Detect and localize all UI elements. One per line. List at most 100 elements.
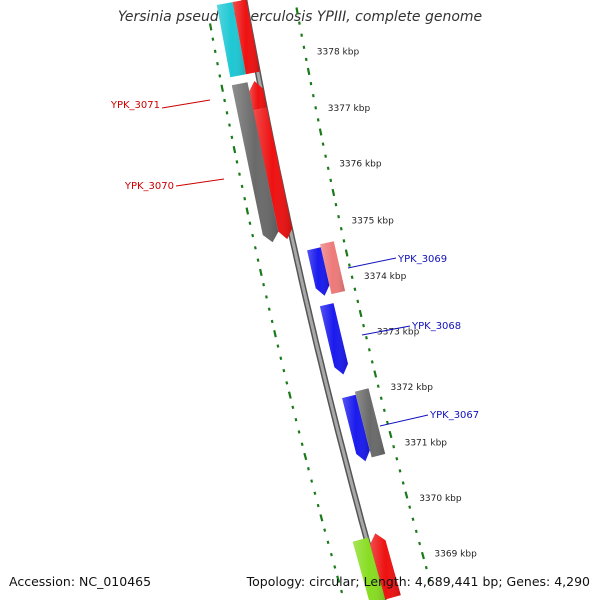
inner-ring-tick xyxy=(313,491,317,495)
inner-ring-tick xyxy=(297,430,301,434)
outer-ring-tick xyxy=(373,370,378,378)
gene-feature-shade xyxy=(342,394,370,462)
gene-feature-shade xyxy=(319,303,348,375)
gene-feature-shade xyxy=(320,241,346,295)
kbp-tick-label: 3370 kbp xyxy=(419,494,462,504)
inner-ring-tick xyxy=(211,37,215,41)
backbone-line xyxy=(241,0,387,600)
inner-ring-tick xyxy=(265,295,268,299)
inner-ring-tick xyxy=(316,503,320,508)
outer-ring-tick xyxy=(350,275,354,279)
inner-ring-tick xyxy=(230,135,234,140)
gene-label: YPK_3069 xyxy=(397,254,447,265)
outer-ring-tick xyxy=(420,551,425,560)
inner-ring-tick xyxy=(216,61,219,66)
gene-features xyxy=(216,0,401,600)
inner-ring-tick xyxy=(235,160,239,164)
outer-ring-tick xyxy=(379,396,383,400)
outer-ring-tick xyxy=(370,360,374,364)
outer-ring-tick xyxy=(424,565,428,570)
inner-ring-tick xyxy=(248,221,252,225)
kbp-tick-label: 3376 kbp xyxy=(339,160,382,170)
inner-ring-tick xyxy=(259,268,263,277)
inner-tick-ring xyxy=(208,23,344,594)
outer-ring-tick xyxy=(388,430,393,439)
inner-ring-tick xyxy=(333,565,337,569)
outer-ring-tick xyxy=(316,118,320,122)
inner-ring-tick xyxy=(273,330,277,338)
outer-ring-tick xyxy=(414,529,418,534)
inner-ring-tick xyxy=(245,207,250,215)
inner-ring-tick xyxy=(319,514,324,522)
inner-ring-tick xyxy=(243,196,247,201)
kbp-tick-label: 3375 kbp xyxy=(351,216,394,226)
inner-ring-tick xyxy=(267,307,271,311)
kbp-tick-label: 3373 kbp xyxy=(377,327,420,337)
outer-ring-tick xyxy=(376,384,380,388)
outer-ring-tick xyxy=(311,93,315,98)
outer-ring-tick xyxy=(334,202,338,207)
gene-label-leader xyxy=(361,325,411,336)
outer-ring-tick xyxy=(295,7,299,15)
outer-ring-tick xyxy=(367,348,371,352)
outer-ring-tick xyxy=(356,299,360,304)
inner-ring-tick xyxy=(228,123,231,127)
map-title: Yersinia pseudotuberculosis YPIII, compl… xyxy=(117,9,483,25)
outer-ring-tick xyxy=(398,469,402,473)
outer-ring-tick xyxy=(382,408,386,413)
gene-labels: YPK_3071 YPK_3070 YPK_3069 YPK_3068 YPK_3067 xyxy=(110,99,479,427)
inner-ring-tick xyxy=(285,381,289,385)
kbp-tick-label: 3371 kbp xyxy=(405,439,448,449)
backbone-highlight xyxy=(242,0,385,600)
outer-ring-tick xyxy=(318,128,323,136)
gene-feature-shade xyxy=(249,81,267,111)
kbp-tick-label: 3369 kbp xyxy=(434,550,477,560)
outer-ring-tick xyxy=(404,491,409,499)
inner-ring-tick xyxy=(303,452,308,461)
inner-ring-tick xyxy=(287,391,292,399)
gene-label: YPK_3068 xyxy=(411,321,461,332)
inner-ring-tick xyxy=(270,319,274,324)
inner-ring-tick xyxy=(251,233,255,238)
kbp-ticks: 3378 kbp 3377 kbp 3376 kbp 3375 kbp 3374 kbp… xyxy=(317,48,477,560)
gene-feature-shade xyxy=(231,82,279,243)
outer-ring-tick xyxy=(411,517,415,521)
inner-ring-tick xyxy=(232,145,237,154)
inner-ring-tick xyxy=(276,344,280,348)
inner-ring-tick xyxy=(213,49,217,54)
gene-feature-shade xyxy=(307,247,330,296)
inner-ring-tick xyxy=(238,172,241,176)
kbp-tick-label: 3377 kbp xyxy=(328,104,371,114)
gene-feature-shade xyxy=(370,533,401,600)
outer-ring-tick xyxy=(337,214,340,219)
outer-ring-tick xyxy=(331,188,336,197)
outer-ring-tick xyxy=(408,505,412,509)
outer-ring-tick xyxy=(302,45,306,49)
gene-label: YPK_3070 xyxy=(124,181,174,192)
outer-ring-tick xyxy=(321,142,325,146)
outer-ring-tick xyxy=(329,178,333,183)
inner-ring-tick xyxy=(240,184,244,189)
gene-label-leader xyxy=(347,257,397,269)
outer-ring-tick xyxy=(395,457,399,461)
gene-feature-shade xyxy=(253,107,293,240)
inner-ring-tick xyxy=(282,368,286,373)
gene-label-leader xyxy=(379,414,429,427)
outer-ring-tick xyxy=(392,444,396,449)
inner-ring-tick xyxy=(310,479,314,483)
outer-ring-tick xyxy=(306,67,311,76)
outer-ring-tick xyxy=(401,481,405,485)
outer-ring-tick xyxy=(339,227,343,231)
inner-ring-tick xyxy=(307,467,310,471)
inner-ring-tick xyxy=(326,540,330,545)
inner-ring-tick xyxy=(336,575,341,583)
gene-label-leader xyxy=(175,178,225,187)
outer-ring-tick xyxy=(342,239,346,243)
inner-ring-tick xyxy=(323,528,327,532)
inner-ring-tick xyxy=(340,589,344,594)
inner-ring-tick xyxy=(218,74,222,78)
gene-label-leader xyxy=(161,99,211,109)
kbp-tick-label: 3378 kbp xyxy=(317,48,360,58)
outer-ring-tick xyxy=(348,263,351,267)
